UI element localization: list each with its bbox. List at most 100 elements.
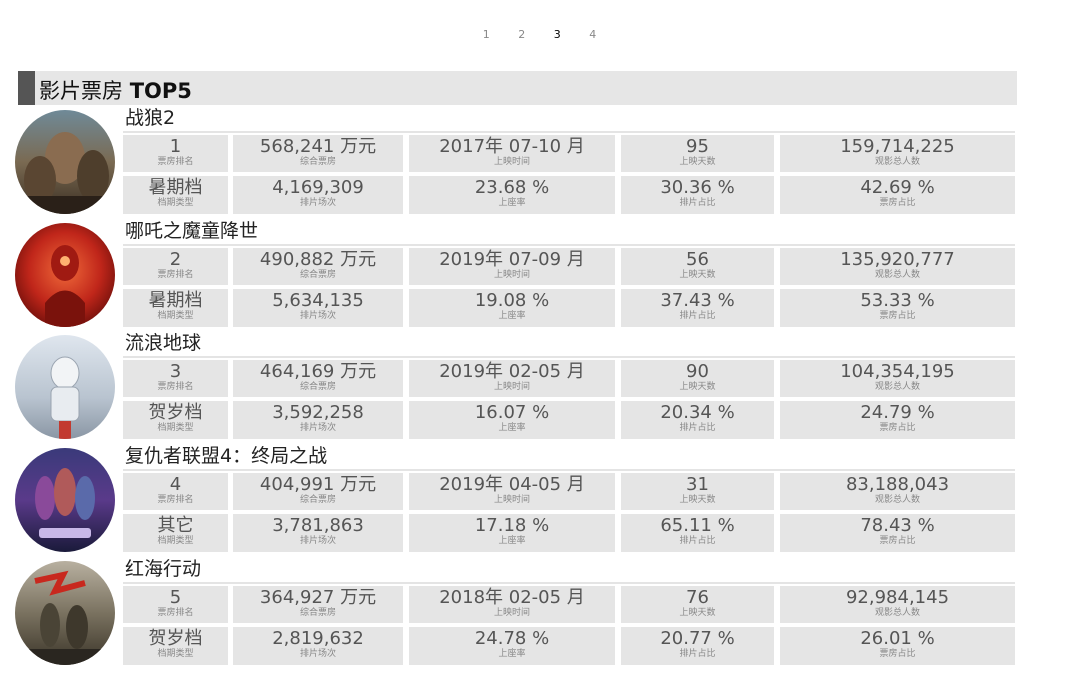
box-office-label: 综合票房 <box>299 608 336 618</box>
movie-card-4: 复仇者联盟4：终局之战 4 票房排名 404,991 万元 综合票房 2019年 0… <box>0 444 1080 556</box>
page-link-4[interactable]: 4 <box>589 28 597 41</box>
season-label: 档期类型 <box>157 423 194 433</box>
screen-share-label: 排片占比 <box>679 423 716 433</box>
screenings-cell: 5,634,135 排片场次 <box>233 289 403 327</box>
box-office-label: 综合票房 <box>299 157 336 167</box>
release-period-label: 上映时间 <box>493 608 530 618</box>
movie-poster-4[interactable] <box>15 448 115 552</box>
occupancy-cell: 17.18 % 上座率 <box>409 514 615 552</box>
release-days-label: 上映天数 <box>679 270 716 280</box>
screenings-label: 排片场次 <box>299 536 336 546</box>
release-period-label: 上映时间 <box>493 495 530 505</box>
release-days-cell: 90 上映天数 <box>621 360 774 397</box>
movie-title: 流浪地球 <box>125 332 202 354</box>
audience-cell: 159,714,225 观影总人数 <box>780 135 1015 172</box>
title-divider <box>123 131 1015 133</box>
release-period-cell: 2018年 02-05 月上映时间 <box>409 586 615 623</box>
page-link-2[interactable]: 2 <box>518 28 526 41</box>
box-share-value: 78.43 % <box>860 515 935 536</box>
screen-share-cell: 37.43 % 排片占比 <box>621 289 774 327</box>
season-label: 档期类型 <box>157 198 194 208</box>
release-days-value: 90 <box>686 361 709 382</box>
box-share-label: 票房占比 <box>879 311 916 321</box>
movie-title: 红海行动 <box>125 558 202 580</box>
page-link-3-current[interactable]: 3 <box>553 28 561 41</box>
title-divider <box>123 582 1015 584</box>
audience-value: 83,188,043 <box>845 474 950 495</box>
movie-poster-5[interactable] <box>15 561 115 665</box>
box-office-cell: 490,882 万元 综合票房 <box>233 248 403 285</box>
occupancy-value: 24.78 % <box>474 628 550 649</box>
box-office-cell: 568,241 万元 综合票房 <box>233 135 403 172</box>
season-value: 贺岁档 <box>148 402 203 423</box>
release-days-label: 上映天数 <box>679 157 716 167</box>
movie-poster-3[interactable] <box>15 335 115 439</box>
occupancy-label: 上座率 <box>498 536 526 546</box>
release-days-label: 上映天数 <box>679 495 716 505</box>
release-days-value: 95 <box>686 136 709 157</box>
season-label: 档期类型 <box>157 649 194 659</box>
screenings-value: 3,592,258 <box>272 402 364 423</box>
rank-value: 4 <box>169 474 182 495</box>
release-period-cell: 2017年 07-10 月上映时间 <box>409 135 615 172</box>
audience-value: 104,354,195 <box>840 361 955 382</box>
release-period-label: 上映时间 <box>493 157 530 167</box>
release-days-cell: 95 上映天数 <box>621 135 774 172</box>
screenings-value: 2,819,632 <box>272 628 364 649</box>
box-share-value: 53.33 % <box>860 290 935 311</box>
season-cell: 其它 档期类型 <box>123 514 228 552</box>
season-cell: 暑期档 档期类型 <box>123 289 228 327</box>
movie-poster-2[interactable] <box>15 223 115 327</box>
screenings-cell: 3,781,863 排片场次 <box>233 514 403 552</box>
season-label: 档期类型 <box>157 536 194 546</box>
rank-value: 2 <box>169 249 182 270</box>
screen-share-value: 20.77 % <box>660 628 735 649</box>
release-period-value: 2019年 02-05 月 <box>439 361 585 382</box>
season-cell: 贺岁档 档期类型 <box>123 627 228 665</box>
title-divider <box>123 244 1015 246</box>
screenings-value: 4,169,309 <box>272 177 364 198</box>
screenings-label: 排片场次 <box>299 649 336 659</box>
screen-share-cell: 20.34 % 排片占比 <box>621 401 774 439</box>
box-office-cell: 404,991 万元 综合票房 <box>233 473 403 510</box>
box-share-cell: 42.69 % 票房占比 <box>780 176 1015 214</box>
season-value: 暑期档 <box>148 290 203 311</box>
movie-card-1: 战狼2 1 票房排名 568,241 万元 综合票房 2017年 07-10 月上映… <box>0 106 1080 218</box>
screenings-cell: 2,819,632 排片场次 <box>233 627 403 665</box>
occupancy-label: 上座率 <box>498 311 526 321</box>
season-cell: 贺岁档 档期类型 <box>123 401 228 439</box>
rank-label: 票房排名 <box>157 382 194 392</box>
release-days-label: 上映天数 <box>679 608 716 618</box>
box-share-label: 票房占比 <box>879 198 916 208</box>
screenings-cell: 4,169,309 排片场次 <box>233 176 403 214</box>
section-title-cn: 影片票房 <box>39 79 123 103</box>
section-title-en: TOP5 <box>129 79 192 103</box>
section-header: 影片票房 TOP5 <box>18 71 1017 105</box>
audience-label: 观影总人数 <box>874 608 920 618</box>
audience-cell: 92,984,145 观影总人数 <box>780 586 1015 623</box>
occupancy-value: 19.08 % <box>474 290 550 311</box>
box-share-cell: 24.79 % 票房占比 <box>780 401 1015 439</box>
screen-share-value: 37.43 % <box>660 290 735 311</box>
screen-share-label: 排片占比 <box>679 649 716 659</box>
occupancy-label: 上座率 <box>498 423 526 433</box>
screenings-value: 5,634,135 <box>272 290 364 311</box>
movie-poster-1[interactable] <box>15 110 115 214</box>
season-value: 贺岁档 <box>148 628 203 649</box>
occupancy-cell: 19.08 % 上座率 <box>409 289 615 327</box>
audience-cell: 104,354,195 观影总人数 <box>780 360 1015 397</box>
screen-share-cell: 65.11 % 排片占比 <box>621 514 774 552</box>
screen-share-cell: 20.77 % 排片占比 <box>621 627 774 665</box>
box-office-label: 综合票房 <box>299 270 336 280</box>
occupancy-label: 上座率 <box>498 198 526 208</box>
screen-share-label: 排片占比 <box>679 198 716 208</box>
occupancy-value: 17.18 % <box>474 515 550 536</box>
page-link-1[interactable]: 1 <box>482 28 490 41</box>
audience-label: 观影总人数 <box>874 495 920 505</box>
audience-value: 92,984,145 <box>845 587 950 608</box>
audience-value: 159,714,225 <box>840 136 955 157</box>
rank-label: 票房排名 <box>157 157 194 167</box>
release-period-cell: 2019年 02-05 月上映时间 <box>409 360 615 397</box>
screen-share-value: 20.34 % <box>660 402 735 423</box>
screenings-value: 3,781,863 <box>272 515 364 536</box>
